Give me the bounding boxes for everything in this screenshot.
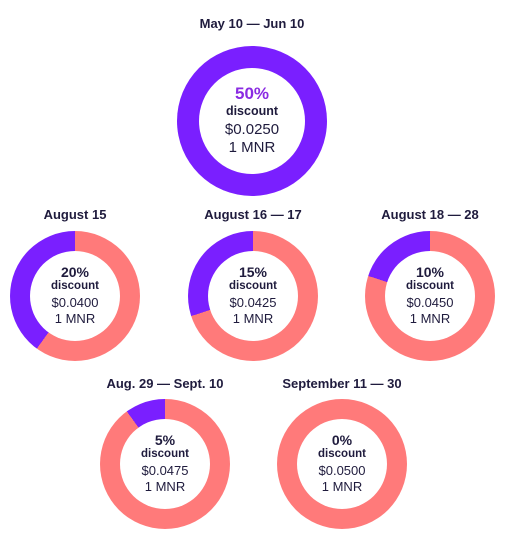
phase-date: Aug. 29 — Sept. 10 bbox=[106, 376, 224, 391]
discount-ring: 50% discount $0.0250 1 MNR bbox=[177, 46, 327, 196]
phase-date: August 15 bbox=[43, 207, 107, 222]
token-price: $0.0400 bbox=[51, 295, 99, 311]
discount-percent: 50% bbox=[234, 83, 270, 103]
discount-ring: 0% discount $0.0500 1 MNR bbox=[277, 399, 407, 529]
token-unit: 1 MNR bbox=[228, 139, 276, 157]
discount-label: discount bbox=[229, 280, 277, 293]
phase-date: August 18 — 28 bbox=[381, 207, 479, 222]
discount-label: discount bbox=[318, 448, 366, 461]
discount-label: discount bbox=[141, 448, 189, 461]
discount-ring: 10% discount $0.0450 1 MNR bbox=[365, 231, 495, 361]
token-unit: 1 MNR bbox=[232, 311, 274, 327]
discount-percent: 0% bbox=[331, 432, 353, 449]
discount-percent: 15% bbox=[238, 264, 268, 281]
discount-ring: 20% discount $0.0400 1 MNR bbox=[10, 231, 140, 361]
phase-date: May 10 — Jun 10 bbox=[199, 16, 305, 31]
token-price: $0.0475 bbox=[141, 463, 189, 479]
phase-date: September 11 — 30 bbox=[282, 376, 402, 391]
token-price: $0.0500 bbox=[318, 463, 366, 479]
discount-label: discount bbox=[51, 280, 99, 293]
token-unit: 1 MNR bbox=[144, 479, 186, 495]
token-price: $0.0250 bbox=[224, 120, 280, 138]
discount-percent: 10% bbox=[415, 264, 445, 281]
discount-percent: 20% bbox=[60, 264, 90, 281]
discount-label: discount bbox=[406, 280, 454, 293]
discount-label: discount bbox=[225, 103, 279, 118]
token-unit: 1 MNR bbox=[54, 311, 96, 327]
discount-percent: 5% bbox=[154, 432, 176, 449]
phase-date: August 16 — 17 bbox=[204, 207, 302, 222]
discount-ring: 5% discount $0.0475 1 MNR bbox=[100, 399, 230, 529]
token-price: $0.0425 bbox=[229, 295, 277, 311]
token-unit: 1 MNR bbox=[321, 479, 363, 495]
token-unit: 1 MNR bbox=[409, 311, 451, 327]
discount-ring: 15% discount $0.0425 1 MNR bbox=[188, 231, 318, 361]
token-price: $0.0450 bbox=[406, 295, 454, 311]
